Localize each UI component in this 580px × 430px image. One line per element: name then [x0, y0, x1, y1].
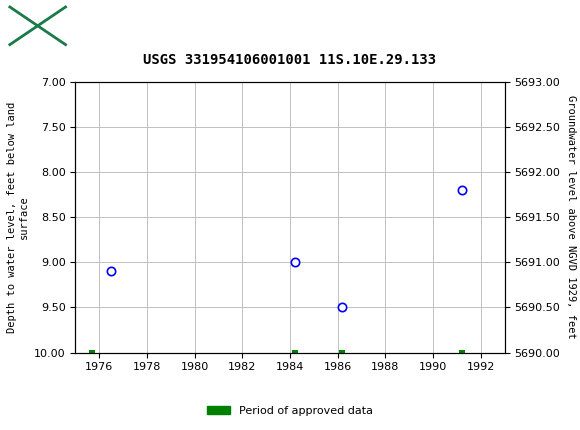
FancyBboxPatch shape — [9, 6, 67, 46]
Text: USGS 331954106001001 11S.10E.29.133: USGS 331954106001001 11S.10E.29.133 — [143, 52, 437, 67]
Text: USGS: USGS — [75, 16, 144, 36]
Y-axis label: Groundwater level above NGVD 1929, feet: Groundwater level above NGVD 1929, feet — [566, 95, 576, 339]
Y-axis label: Depth to water level, feet below land
surface: Depth to water level, feet below land su… — [7, 101, 28, 333]
Legend: Period of approved data: Period of approved data — [203, 401, 377, 420]
